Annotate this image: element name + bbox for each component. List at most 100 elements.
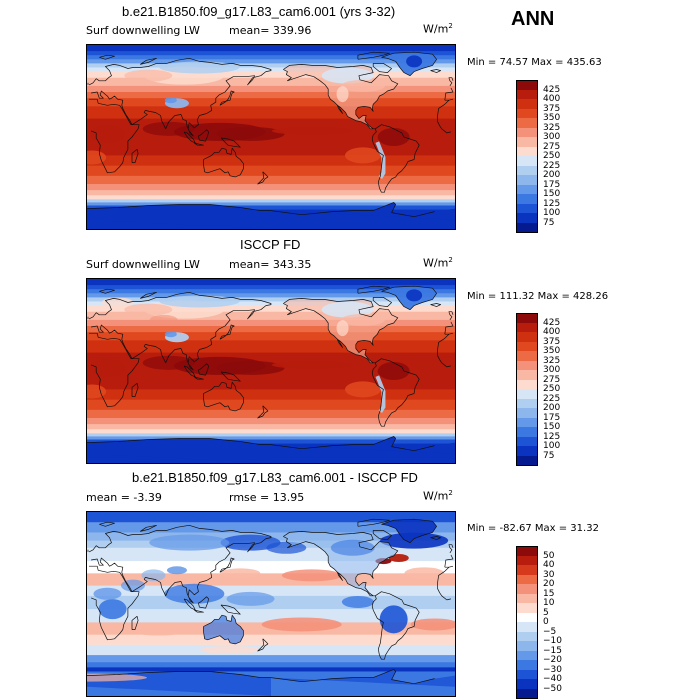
coastline	[99, 288, 115, 294]
colorbar-swatch	[516, 660, 538, 670]
coastline	[194, 376, 204, 380]
units-label: W/m2	[423, 489, 453, 503]
colorbar-level-label: 275	[543, 374, 561, 385]
colorbar-level-label: −50	[543, 683, 562, 694]
colorbar-swatch	[516, 127, 538, 138]
coastline	[371, 591, 420, 660]
field-label: Surf downwelling LW	[86, 24, 200, 37]
colorbar-level-label: −30	[543, 664, 562, 675]
colorbar-swatch	[516, 436, 538, 447]
colorbar-level-label: 325	[543, 355, 561, 366]
colorbar-level-label: 350	[543, 346, 561, 356]
colorbar-level-label: 150	[543, 422, 561, 432]
colorbar-level-label: 300	[543, 132, 561, 142]
colorbar-swatch	[516, 669, 538, 680]
colorbar-level-label: 75	[543, 217, 555, 228]
coastline	[257, 405, 269, 419]
colorbar-swatch	[516, 565, 538, 575]
colorbar-level-label: 175	[543, 179, 561, 190]
coastline	[89, 565, 451, 641]
colorbar-level-label: 225	[543, 160, 561, 171]
mean-label: mean= 343.35	[229, 258, 312, 271]
panel-title: b.e21.B1850.f09_g17.L83_cam6.001 - ISCCP…	[132, 470, 418, 485]
colorbar-level-label: 200	[543, 170, 561, 180]
coastline	[257, 171, 269, 185]
colorbar-level-label: 10	[543, 598, 555, 608]
coastline	[381, 518, 437, 544]
colorbar-level-label: 125	[543, 198, 561, 209]
coastline	[89, 98, 451, 174]
colorbar-level-label: 20	[543, 579, 555, 589]
colorbar-swatch	[516, 688, 538, 699]
colorbar-level-label: 225	[543, 393, 561, 404]
colorbar-swatch	[516, 593, 538, 604]
coastline	[220, 371, 241, 382]
colorbar-level-label: 400	[543, 327, 561, 337]
colorbar-level-label: 300	[543, 365, 561, 375]
colorbar-swatch	[516, 146, 538, 157]
colorbar-level-label: −20	[543, 655, 562, 665]
field-label: Surf downwelling LW	[86, 258, 200, 271]
colorbar-swatch	[516, 612, 538, 623]
colorbar-swatch	[516, 99, 538, 109]
coastline	[88, 291, 454, 371]
coastline	[371, 124, 420, 193]
coastline	[357, 285, 390, 294]
colorbar-swatch	[516, 370, 538, 380]
colorbar-level-label: 75	[543, 450, 555, 461]
coastline	[357, 51, 390, 60]
coastline	[203, 147, 244, 178]
colorbar-swatch	[516, 165, 538, 176]
colorbar-level-label: 15	[543, 588, 555, 599]
coastline	[88, 524, 454, 604]
colorbar-swatch	[516, 351, 538, 361]
colorbar-level-label: 250	[543, 151, 561, 161]
coastline	[220, 604, 241, 615]
coastline	[203, 614, 244, 645]
colorbar-swatch	[516, 194, 538, 204]
coastline	[131, 382, 139, 397]
coastline	[203, 381, 244, 412]
coastline	[87, 202, 435, 218]
colorbar-level-label: 275	[543, 141, 561, 152]
colorbar-swatch	[516, 341, 538, 352]
coastline	[131, 615, 139, 630]
colorbar-level-label: −5	[543, 626, 557, 637]
colorbar-level-label: 5	[543, 607, 549, 618]
coastline	[198, 363, 209, 376]
coastline	[198, 596, 209, 609]
coastline	[219, 557, 235, 573]
coastline	[140, 524, 157, 532]
coastline	[257, 638, 269, 652]
colorbar-swatch	[516, 622, 538, 632]
colorbar-swatch	[516, 584, 538, 594]
coastline	[430, 303, 442, 307]
colorbar-swatch	[516, 631, 538, 642]
colorbar-swatch	[516, 313, 538, 323]
min-max-label: Min = 74.57 Max = 435.63	[467, 57, 602, 68]
coastline	[283, 64, 399, 130]
colorbar-swatch	[516, 679, 538, 689]
colorbar-swatch	[516, 108, 538, 119]
map-diff	[86, 511, 456, 697]
coastline	[381, 51, 437, 77]
colorbar-swatch	[516, 175, 538, 185]
coastline	[220, 137, 241, 148]
colorbar-swatch	[516, 603, 538, 613]
coastline	[87, 544, 454, 554]
coastline	[381, 285, 437, 311]
coastline	[87, 311, 454, 321]
coastline	[198, 129, 209, 142]
coastline	[372, 297, 392, 307]
coastline	[283, 531, 399, 597]
coastline	[131, 148, 139, 163]
colorbar-level-label: 350	[543, 113, 561, 123]
colorbar-swatch	[516, 332, 538, 342]
panel-title: b.e21.B1850.f09_g17.L83_cam6.001 (yrs 3-…	[122, 4, 396, 19]
colorbar-swatch	[516, 650, 538, 661]
colorbar-level-label: 30	[543, 569, 555, 580]
coastline	[89, 332, 451, 408]
season-label: ANN	[511, 8, 555, 30]
coastline	[430, 69, 442, 73]
coastline	[87, 669, 435, 685]
